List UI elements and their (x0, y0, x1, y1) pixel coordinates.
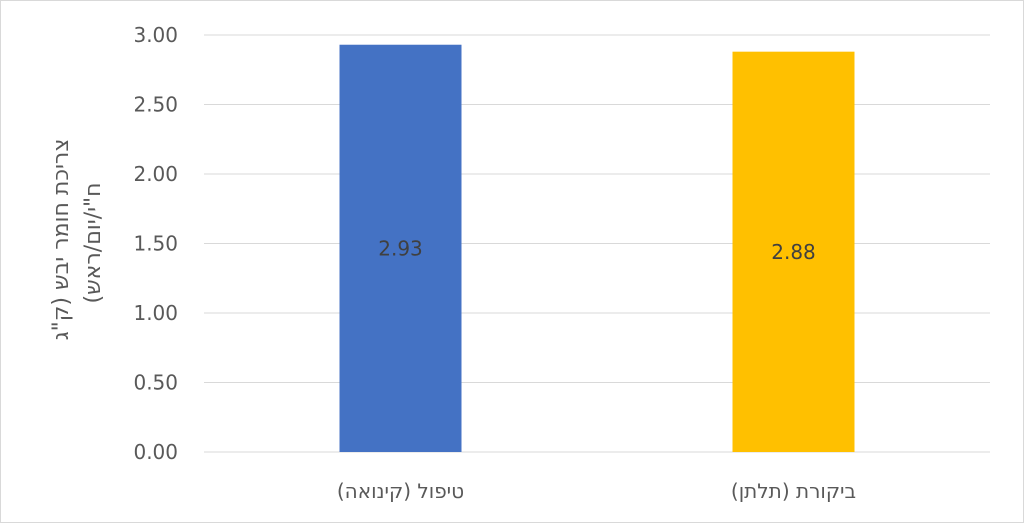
data-labels: 2.93 2.88 (378, 236, 816, 263)
bars (339, 44, 855, 453)
bar (339, 44, 462, 452)
y-tick-label: 0.50 (133, 371, 178, 395)
y-tick-label: 3.00 (133, 23, 178, 47)
y-tick-label: 1.00 (133, 301, 178, 325)
gridlines (204, 34, 990, 453)
bar (732, 51, 855, 453)
y-tick-label: 1.50 (133, 232, 178, 256)
data-label: 2.93 (378, 236, 423, 260)
y-axis-title-line-1: צריכת חומר יבש (ק"ג (49, 139, 74, 341)
data-label: 2.88 (771, 240, 816, 264)
y-tick-label: 0.00 (133, 440, 178, 464)
category-label: ביקורת (תלתן) (731, 479, 856, 503)
y-tick-labels: 0.00 0.50 1.00 1.50 2.00 2.50 3.00 (133, 23, 178, 464)
category-label: טיפול (קינואה) (337, 479, 464, 503)
y-axis-title-line-2: ח"י/יום/ראש) (81, 182, 106, 303)
category-labels: טיפול (קינואה) ביקורת (תלתן) (337, 479, 856, 503)
y-tick-label: 2.00 (133, 162, 178, 186)
y-axis-title: צריכת חומר יבש (ק"ג ח"י/יום/ראש) (49, 139, 106, 348)
y-tick-label: 2.50 (133, 93, 178, 117)
